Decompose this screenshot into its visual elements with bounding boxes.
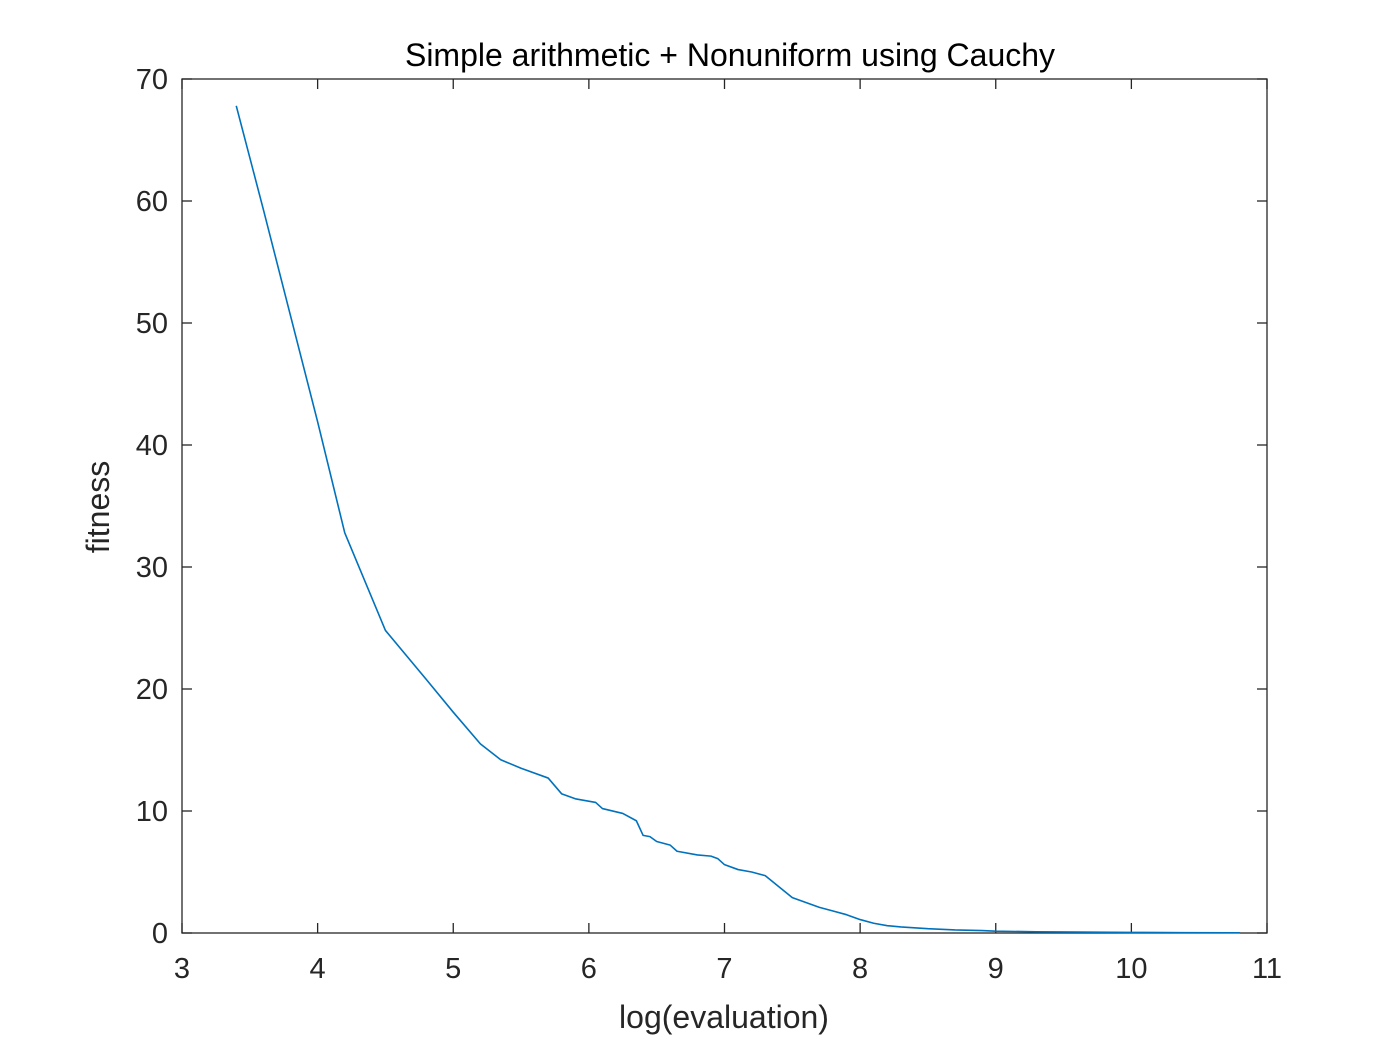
x-tick-label: 6 — [581, 953, 597, 985]
x-tick-label: 9 — [988, 953, 1004, 985]
x-tick-label: 4 — [310, 953, 326, 985]
y-tick-label: 0 — [152, 918, 168, 950]
plot-area-box — [181, 78, 1268, 934]
axes: 3 4 5 6 7 8 9 10 11 0 10 20 30 40 50 60 70 — [136, 64, 1282, 985]
y-axis-label: fitness — [80, 461, 116, 553]
x-tick-label: 7 — [716, 953, 732, 985]
x-tick-label: 8 — [852, 953, 868, 985]
x-axis-label: log(evaluation) — [619, 999, 829, 1035]
series-line — [235, 105, 1240, 934]
y-tick-label: 50 — [136, 308, 168, 340]
y-tick-label: 20 — [136, 674, 168, 706]
x-tick-label: 5 — [445, 953, 461, 985]
series-layer — [235, 105, 1240, 934]
y-tick-label: 70 — [136, 64, 168, 96]
y-tick-label: 10 — [136, 796, 168, 828]
y-tick-label: 40 — [136, 430, 168, 462]
chart-title: Simple arithmetic + Nonuniform using Cau… — [405, 37, 1055, 73]
x-tick-label: 10 — [1115, 953, 1147, 985]
y-tick-label: 30 — [136, 552, 168, 584]
y-tick-label: 60 — [136, 186, 168, 218]
x-tick-label: 3 — [174, 953, 190, 985]
x-tick-label: 11 — [1252, 953, 1282, 985]
